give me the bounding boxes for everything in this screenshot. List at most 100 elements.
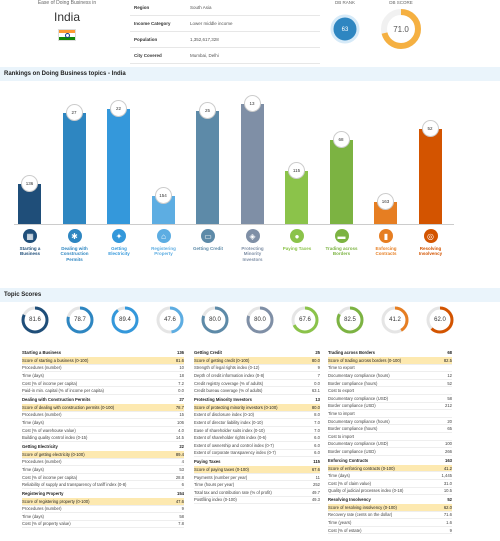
- score-value: 89.4: [119, 317, 131, 323]
- row-value: 7.2: [178, 380, 184, 386]
- row-label: Cost (% of claim value): [328, 480, 372, 486]
- row-value: 7.0: [314, 419, 320, 425]
- info-key: Population: [134, 37, 158, 42]
- table-row: Score of protecting minority investors (…: [194, 403, 320, 412]
- row-value: 7.8: [178, 521, 184, 527]
- bar-registering-property: [151, 196, 175, 224]
- row-label: Cost (% of property value): [22, 521, 71, 527]
- table-group-header[interactable]: Dealing with Construction Permits 27: [22, 397, 184, 404]
- coins-icon: ●: [290, 229, 304, 243]
- category-dealing-with-construction-permits[interactable]: ✱ Dealing with Construction Permits: [56, 229, 94, 262]
- row-label: Score of paying taxes (0-100): [194, 466, 249, 472]
- row-value: 80.0: [311, 404, 320, 410]
- category-enforcing-contracts[interactable]: ▮ Enforcing Contracts: [367, 229, 405, 257]
- row-label: Documentary compliance (hours): [328, 372, 390, 378]
- country-label: Ease of Doing Business in: [37, 0, 97, 6]
- row-label: Score of registering property (0-100): [22, 498, 90, 504]
- category-getting-credit[interactable]: ▭ Getting Credit: [189, 229, 227, 251]
- table-row: Cost (% of claim value) 31.0: [328, 480, 452, 488]
- table-group-header[interactable]: Getting Credit 25: [194, 350, 320, 357]
- row-label: Cost to import: [328, 433, 355, 439]
- table-row: Cost to export: [328, 387, 452, 395]
- table-row: Time to export: [328, 365, 452, 373]
- info-row: City Covered Mumbai, Delhi: [130, 48, 320, 64]
- category-starting-a-business[interactable]: ▦ Starting a Business: [11, 229, 49, 257]
- table-row: Documentary compliance (USD) 100: [328, 441, 452, 449]
- table-row: Score of enforcing contracts (0-100) 41.2: [328, 464, 452, 473]
- category-protecting-minority-investors[interactable]: ◈ Protecting Minority Investors: [234, 229, 272, 262]
- group-rank: 22: [179, 443, 184, 449]
- row-label: Documentary compliance (hours): [328, 418, 390, 424]
- table-group-header[interactable]: Getting Electricity 22: [22, 444, 184, 451]
- group-rank: 163: [445, 457, 452, 463]
- table-row: Recovery rate (cents on the dollar) 71.6: [328, 512, 452, 520]
- row-label: Cost to export: [328, 388, 355, 394]
- category-name: Protecting Minority Investors: [241, 246, 264, 262]
- group-rank: 68: [447, 350, 452, 355]
- category-name: Resolving Insolvency: [418, 246, 443, 257]
- score-table-col2: Getting Credit 25 Score of getting credit …: [194, 348, 320, 505]
- row-label: Extent of shareholder rights index (0-6): [194, 435, 267, 441]
- house-icon: ⌂: [156, 229, 171, 243]
- category-name: Paying Taxes: [282, 246, 312, 251]
- table-row: Time (years) 1.6: [328, 519, 452, 527]
- row-label: Strength of legal rights index (0-12): [194, 365, 260, 371]
- table-row: Extent of shareholder rights index (0-6)…: [194, 434, 320, 442]
- score-value: 78.7: [74, 317, 86, 323]
- table-row: Score of resolving insolvency (0-100) 62.…: [328, 504, 452, 512]
- group-title: Getting Electricity: [22, 443, 58, 449]
- row-value: 52: [447, 380, 452, 386]
- row-label: Credit registry coverage (% of adults): [194, 380, 264, 386]
- table-row: Depth of credit information index (0-8) 7: [194, 372, 320, 380]
- table-row: Cost (% of warehouse value) 4.0: [22, 427, 184, 435]
- rankings-section-title: Rankings on Doing Business topics - Indi…: [0, 67, 500, 81]
- table-group-header[interactable]: Trading across Borders 68: [328, 350, 452, 357]
- category-resolving-insolvency[interactable]: ◎ Resolving Insolvency: [412, 229, 450, 257]
- db-rank-circle: 63: [330, 14, 360, 44]
- row-label: Cost (% of income per capita): [22, 474, 78, 480]
- group-title: Paying Taxes: [194, 459, 221, 465]
- table-row: Score of dealing with construction permi…: [22, 403, 184, 412]
- category-getting-electricity[interactable]: ✦ Getting Electricity: [100, 229, 138, 257]
- table-group-header[interactable]: Resolving Insolvency 52: [328, 497, 452, 504]
- group-rank: 25: [315, 350, 320, 355]
- table-group-header[interactable]: Paying Taxes 115: [194, 459, 320, 466]
- table-group-header[interactable]: Registering Property 154: [22, 491, 184, 498]
- table-row: Extent of corporate transparency index (…: [194, 450, 320, 458]
- info-value: South Asia: [190, 5, 212, 10]
- category-trading-across-borders[interactable]: ▬ Trading across Borders: [323, 229, 361, 257]
- table-group-header[interactable]: Enforcing Contracts 163: [328, 458, 452, 465]
- row-value: 8.0: [314, 412, 320, 418]
- category-name: Starting a Business: [19, 246, 41, 257]
- db-rank-label: DB RANK: [334, 0, 355, 5]
- table-group-header[interactable]: Protecting Minority Investors 13: [194, 397, 320, 404]
- group-title: Enforcing Contracts: [328, 457, 369, 463]
- score-table-col3: Trading across Borders 68 Score of trading…: [328, 348, 452, 535]
- table-row: Procedures (number) 4: [22, 459, 184, 467]
- country-info-table: Region South Asia Income Category Lower mid…: [130, 0, 320, 64]
- category-registering-property[interactable]: ⌂ Registering Property: [145, 229, 183, 257]
- row-label: Border compliance (USD): [328, 448, 376, 454]
- row-value: 212: [445, 403, 452, 409]
- row-value: 1,445: [441, 473, 452, 479]
- table-row: Score of registering property (0-100) 47.…: [22, 497, 184, 506]
- info-value: Mumbai, Delhi: [190, 53, 219, 58]
- info-row: Population 1,352,617,328: [130, 32, 320, 48]
- table-row: Time (days) 18: [22, 372, 184, 380]
- category-name: Enforcing Contracts: [375, 246, 397, 257]
- row-label: Score of protecting minority investors (…: [194, 404, 278, 410]
- rank-label-trading-across-borders: 68: [332, 130, 350, 148]
- table-group-header[interactable]: Starting a Business 136: [22, 350, 184, 357]
- row-value: 252: [313, 482, 320, 488]
- score-value: 80.0: [209, 317, 221, 323]
- row-label: Payments (number per year): [194, 474, 248, 480]
- category-paying-taxes[interactable]: ● Paying Taxes: [278, 229, 316, 251]
- row-label: Procedures (number): [22, 365, 62, 371]
- group-rank: 115: [313, 459, 320, 465]
- table-row: Time to import: [328, 410, 452, 418]
- score-donut-resolving-insolvency: 62.0: [425, 305, 455, 335]
- gavel-icon: ▮: [379, 229, 393, 243]
- score-table-col1: Starting a Business 136 Score of starting …: [22, 348, 184, 529]
- bar-dealing-with-construction-permits: [62, 112, 86, 224]
- table-row: Total tax and contribution rate (% of pr…: [194, 489, 320, 497]
